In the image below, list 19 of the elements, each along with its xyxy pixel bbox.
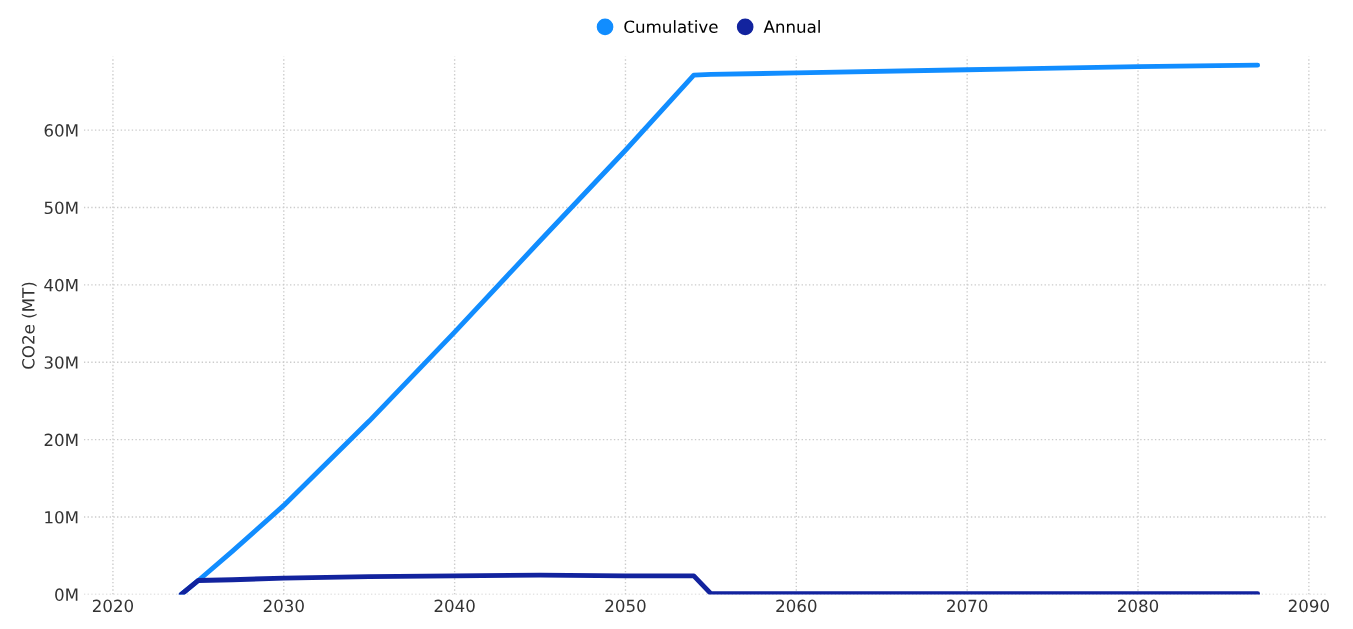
y-tick-label: 60M [44,124,78,137]
y-tick-label: 40M [44,278,78,292]
legend-label: Annual [763,20,820,33]
y-tick-label: 50M [44,201,78,215]
x-tick-label: 2060 [776,599,817,613]
y-tick-label: 10M [45,510,78,524]
x-tick-label: 2040 [434,599,475,613]
x-tick-label: 2070 [947,599,988,613]
y-tick-label: 30M [44,356,78,369]
x-tick-label: 2090 [1288,599,1329,613]
line-series [178,572,1261,595]
y-tick-label: 20M [44,433,78,447]
x-tick-label: 2080 [1118,599,1159,613]
x-tick-label: 2030 [263,599,304,613]
x-tick-label: 2020 [92,599,134,613]
x-tick-label: 2050 [605,599,646,613]
y-tick-label: 0M [55,588,78,601]
y-axis-title: CO2e (MT) [21,282,37,369]
legend-label: Cumulative [624,20,718,33]
